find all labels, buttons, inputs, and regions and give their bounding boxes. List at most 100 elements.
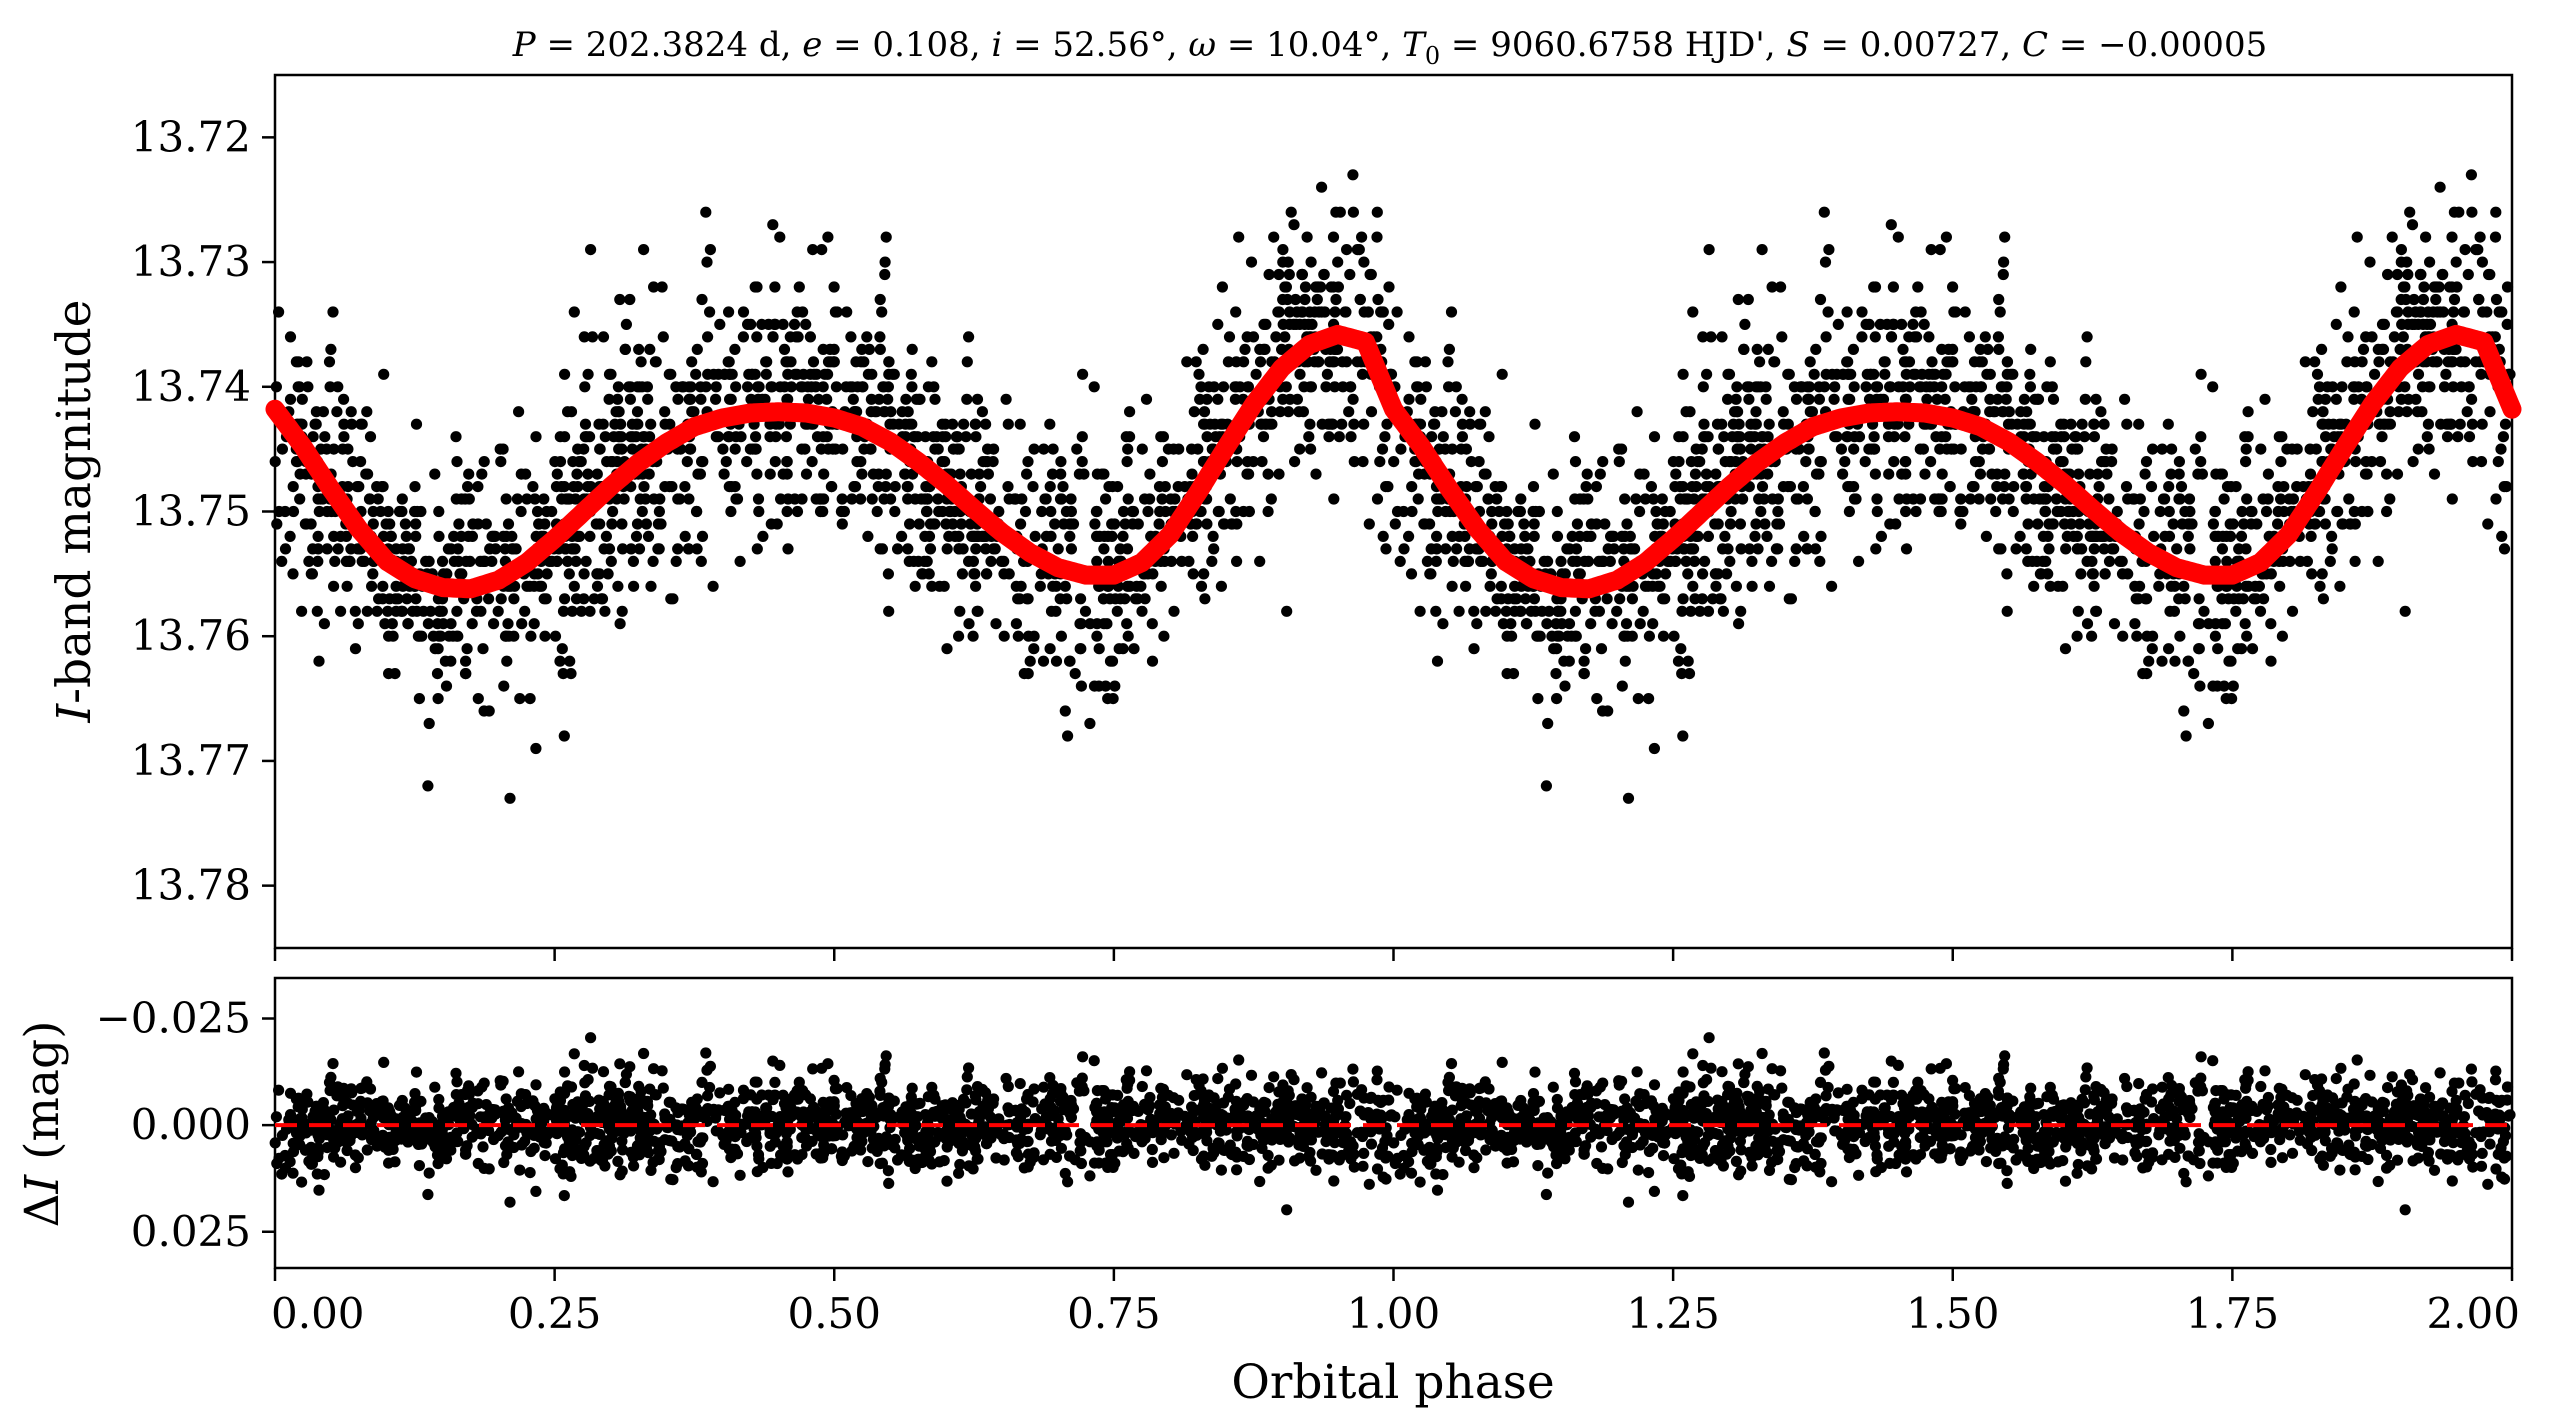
observation-point	[477, 643, 489, 655]
observation-point	[2356, 505, 2368, 518]
residual-point	[845, 1090, 857, 1102]
observation-point	[1605, 530, 1617, 543]
observation-point	[371, 605, 383, 617]
observation-point	[472, 693, 484, 705]
residual-point	[514, 1164, 526, 1176]
observation-point	[1217, 381, 1230, 393]
residual-point	[483, 1163, 495, 1175]
observation-point	[2103, 493, 2115, 505]
observation-point	[1257, 431, 1270, 443]
observation-point	[2454, 418, 2466, 430]
observation-point	[2146, 643, 2158, 655]
residual-point	[909, 1162, 921, 1175]
residual-point	[1345, 1136, 1357, 1148]
residual-point	[1146, 1143, 1158, 1156]
observation-point	[1003, 568, 1015, 580]
observation-point	[2384, 406, 2396, 418]
observation-point	[1483, 431, 1495, 443]
observation-point	[1801, 493, 1813, 505]
observation-point	[1471, 481, 1483, 493]
observation-point	[1419, 518, 1431, 530]
observation-point	[1923, 331, 1935, 343]
observation-point	[569, 493, 582, 505]
observation-point	[2225, 655, 2237, 667]
observation-point	[614, 618, 626, 630]
observation-point	[1750, 406, 1762, 418]
observation-point	[1735, 543, 1747, 555]
observation-point	[1669, 481, 1681, 493]
observation-point	[970, 431, 982, 443]
observation-point	[1312, 356, 1324, 368]
observation-point	[378, 368, 390, 380]
residual-point	[723, 1083, 735, 1095]
observation-point	[836, 493, 848, 505]
observation-point	[670, 555, 682, 568]
observation-point	[1897, 343, 1909, 355]
observation-point	[1990, 505, 2002, 518]
observation-point	[1089, 518, 1101, 530]
observation-point	[1515, 493, 1527, 505]
observation-point	[1579, 555, 1591, 568]
observation-point	[1273, 468, 1285, 480]
observation-point	[793, 281, 805, 293]
observation-point	[287, 481, 299, 493]
observation-point	[1059, 580, 1071, 592]
observation-point	[2178, 705, 2190, 717]
residual-point	[413, 1160, 425, 1172]
residual-point	[1371, 1163, 1384, 1175]
observation-point	[1012, 630, 1024, 642]
observation-point	[734, 555, 746, 568]
observation-point	[313, 505, 325, 518]
observation-point	[1530, 505, 1542, 518]
observation-point	[2384, 493, 2396, 505]
residual-point	[1304, 1146, 1316, 1159]
observation-point	[1289, 293, 1302, 306]
observation-point	[328, 580, 340, 592]
observation-point	[1828, 393, 1840, 405]
observation-point	[508, 593, 520, 605]
observation-point	[2499, 418, 2512, 430]
observation-point	[1304, 306, 1316, 318]
observation-point	[1442, 356, 1454, 368]
observation-point	[2043, 543, 2055, 555]
residual-point	[793, 1076, 805, 1088]
residual-point	[941, 1124, 953, 1136]
observation-point	[1079, 605, 1092, 617]
observation-point	[2446, 231, 2458, 243]
observation-point	[2235, 530, 2248, 543]
observation-point	[2476, 418, 2488, 430]
observation-point	[1597, 456, 1609, 468]
residual-point	[532, 1126, 544, 1138]
observation-point	[2330, 318, 2342, 330]
observation-point	[1682, 655, 1694, 667]
observation-point	[1900, 393, 1912, 405]
observation-point	[305, 568, 317, 580]
observation-point	[453, 518, 465, 530]
observation-point	[609, 418, 621, 430]
observation-point	[1382, 481, 1394, 493]
observation-point	[345, 406, 357, 418]
observation-point	[1288, 219, 1300, 231]
residual-point	[1075, 1157, 1087, 1170]
observation-point	[987, 456, 999, 468]
observation-point	[1689, 468, 1702, 480]
observation-point	[751, 281, 763, 293]
residual-point	[539, 1150, 551, 1162]
residual-point	[691, 1161, 703, 1173]
observation-point	[2175, 481, 2188, 493]
observation-point	[2073, 468, 2085, 480]
observation-point	[1358, 256, 1370, 268]
residual-point	[906, 1082, 918, 1094]
observation-point	[1947, 281, 1959, 293]
observation-point	[1146, 655, 1159, 667]
observation-point	[1054, 593, 1066, 605]
observation-point	[1303, 431, 1315, 443]
observation-point	[2001, 568, 2013, 580]
observation-point	[575, 605, 588, 617]
observation-point	[1848, 481, 1860, 493]
observation-point	[624, 393, 637, 405]
observation-point	[1245, 256, 1258, 268]
observation-point	[511, 493, 523, 505]
observation-point	[1742, 293, 1754, 306]
observation-point	[882, 393, 894, 405]
